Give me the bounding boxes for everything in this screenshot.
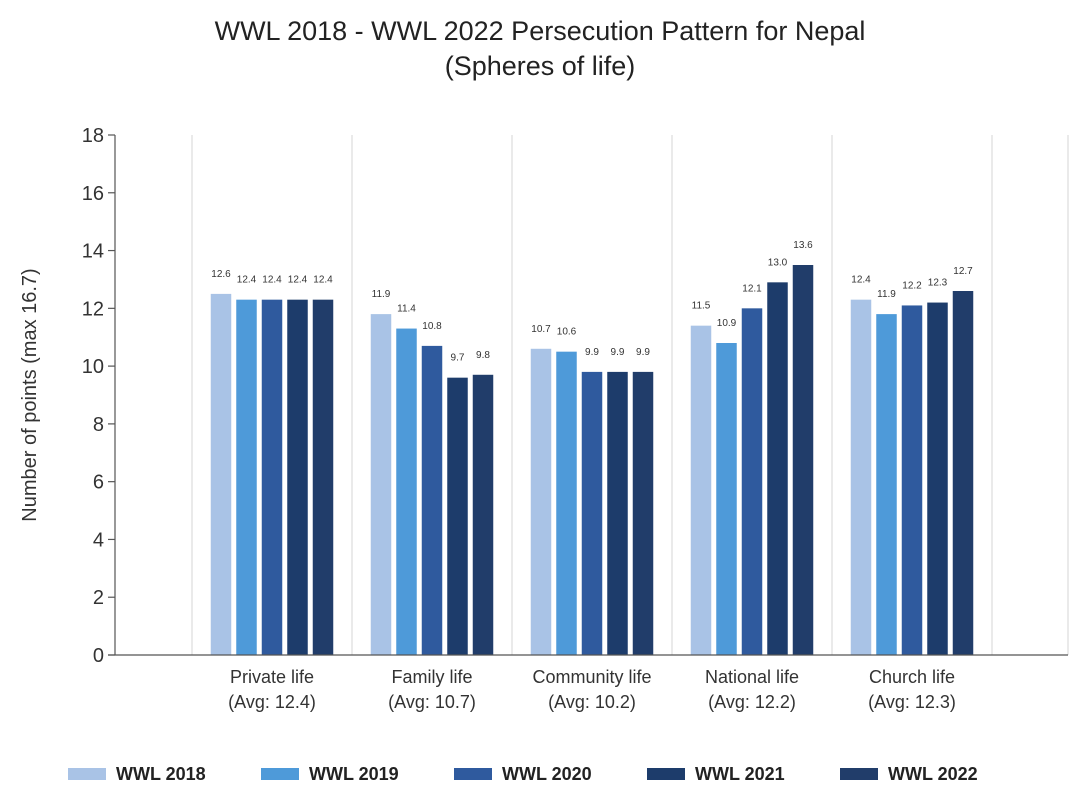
x-tick-label: National life	[705, 667, 799, 687]
x-tick-label: Church life	[869, 667, 955, 687]
bar	[530, 348, 552, 655]
legend-label: WWL 2022	[888, 764, 978, 784]
bar	[690, 325, 712, 655]
data-label: 10.8	[422, 321, 442, 332]
axes: 0 2 4 6 8 10 12 14 16 18 Private life (Avg: 12.4) Fa…	[82, 125, 1068, 712]
y-tick-label: 10	[82, 356, 104, 378]
y-tick-label: 0	[93, 645, 104, 667]
bar	[850, 299, 872, 655]
bar	[792, 265, 814, 655]
data-label: 13.0	[768, 257, 788, 268]
data-label: 12.6	[211, 269, 231, 280]
data-label: 12.1	[742, 283, 762, 294]
x-tick-avg-label: (Avg: 10.2)	[548, 692, 636, 712]
data-label: 12.4	[262, 275, 282, 286]
bar	[447, 377, 468, 655]
bar	[261, 299, 283, 655]
data-label: 11.9	[372, 289, 391, 300]
legend-swatch	[261, 768, 299, 780]
y-tick-label: 12	[82, 298, 104, 320]
bar	[876, 314, 897, 655]
legend-label: WWL 2021	[695, 764, 785, 784]
bar	[952, 291, 974, 655]
bar	[472, 374, 494, 655]
data-label: 9.9	[585, 347, 599, 358]
data-label: 9.9	[636, 347, 650, 358]
y-tick-label: 4	[93, 529, 104, 551]
chart-subtitle: (Spheres of life)	[445, 51, 636, 81]
data-label: 9.9	[611, 347, 625, 358]
legend-swatch	[647, 768, 685, 780]
legend-swatch	[840, 768, 878, 780]
data-label: 10.7	[531, 324, 551, 335]
y-axis-label: Number of points (max 16.7)	[19, 268, 41, 521]
bar	[716, 343, 737, 655]
data-label: 11.9	[877, 289, 896, 300]
data-label: 12.4	[288, 275, 308, 286]
data-label: 10.9	[717, 318, 737, 329]
x-tick-avg-label: (Avg: 12.4)	[228, 692, 316, 712]
x-tick-avg-label: (Avg: 10.7)	[388, 692, 476, 712]
legend-label: WWL 2018	[116, 764, 206, 784]
data-label: 11.5	[692, 301, 711, 312]
x-tick-label: Private life	[230, 667, 314, 687]
data-label: 12.3	[928, 278, 948, 289]
x-tick-avg-label: (Avg: 12.2)	[708, 692, 796, 712]
bar	[396, 328, 417, 655]
y-tick-label: 18	[82, 125, 104, 147]
bar	[901, 305, 923, 655]
data-label: 12.4	[237, 275, 257, 286]
value-labels: 12.6 12.4 12.4 12.4 12.4 11.9 11.4 10.8 9.7 9.8 10…	[211, 240, 973, 364]
data-label: 9.8	[476, 350, 490, 361]
data-label: 12.7	[953, 266, 973, 277]
x-tick-avg-label: (Avg: 12.3)	[868, 692, 956, 712]
y-tick-label: 2	[93, 587, 104, 609]
legend-swatch	[68, 768, 106, 780]
bar	[927, 302, 948, 655]
bar	[581, 371, 603, 655]
x-tick-label: Family life	[391, 667, 472, 687]
data-label: 12.4	[313, 275, 333, 286]
bar	[210, 293, 232, 655]
x-tick-label: Community life	[532, 667, 651, 687]
bar	[312, 299, 334, 655]
bar	[370, 314, 392, 655]
chart-title: WWL 2018 - WWL 2022 Persecution Pattern …	[215, 16, 866, 46]
bar	[421, 345, 443, 655]
legend-label: WWL 2020	[502, 764, 592, 784]
data-label: 11.4	[397, 304, 416, 315]
grid-lines	[191, 135, 1069, 655]
bar	[767, 282, 788, 655]
y-tick-label: 8	[93, 414, 104, 436]
bars	[210, 265, 974, 655]
data-label: 12.4	[851, 275, 871, 286]
data-label: 10.6	[557, 327, 577, 338]
data-label: 9.7	[451, 353, 465, 364]
data-label: 13.6	[793, 240, 813, 251]
y-tick-label: 14	[82, 241, 104, 263]
bar	[236, 299, 257, 655]
bar	[632, 371, 654, 655]
bar	[607, 371, 628, 655]
bar	[741, 308, 763, 655]
y-tick-label: 6	[93, 472, 104, 494]
data-label: 12.2	[902, 280, 922, 291]
legend: WWL 2018 WWL 2019 WWL 2020 WWL 2021 WWL 2022	[68, 764, 978, 784]
legend-swatch	[454, 768, 492, 780]
bar	[287, 299, 308, 655]
y-tick-label: 16	[82, 183, 104, 205]
bar	[556, 351, 577, 655]
legend-label: WWL 2019	[309, 764, 399, 784]
